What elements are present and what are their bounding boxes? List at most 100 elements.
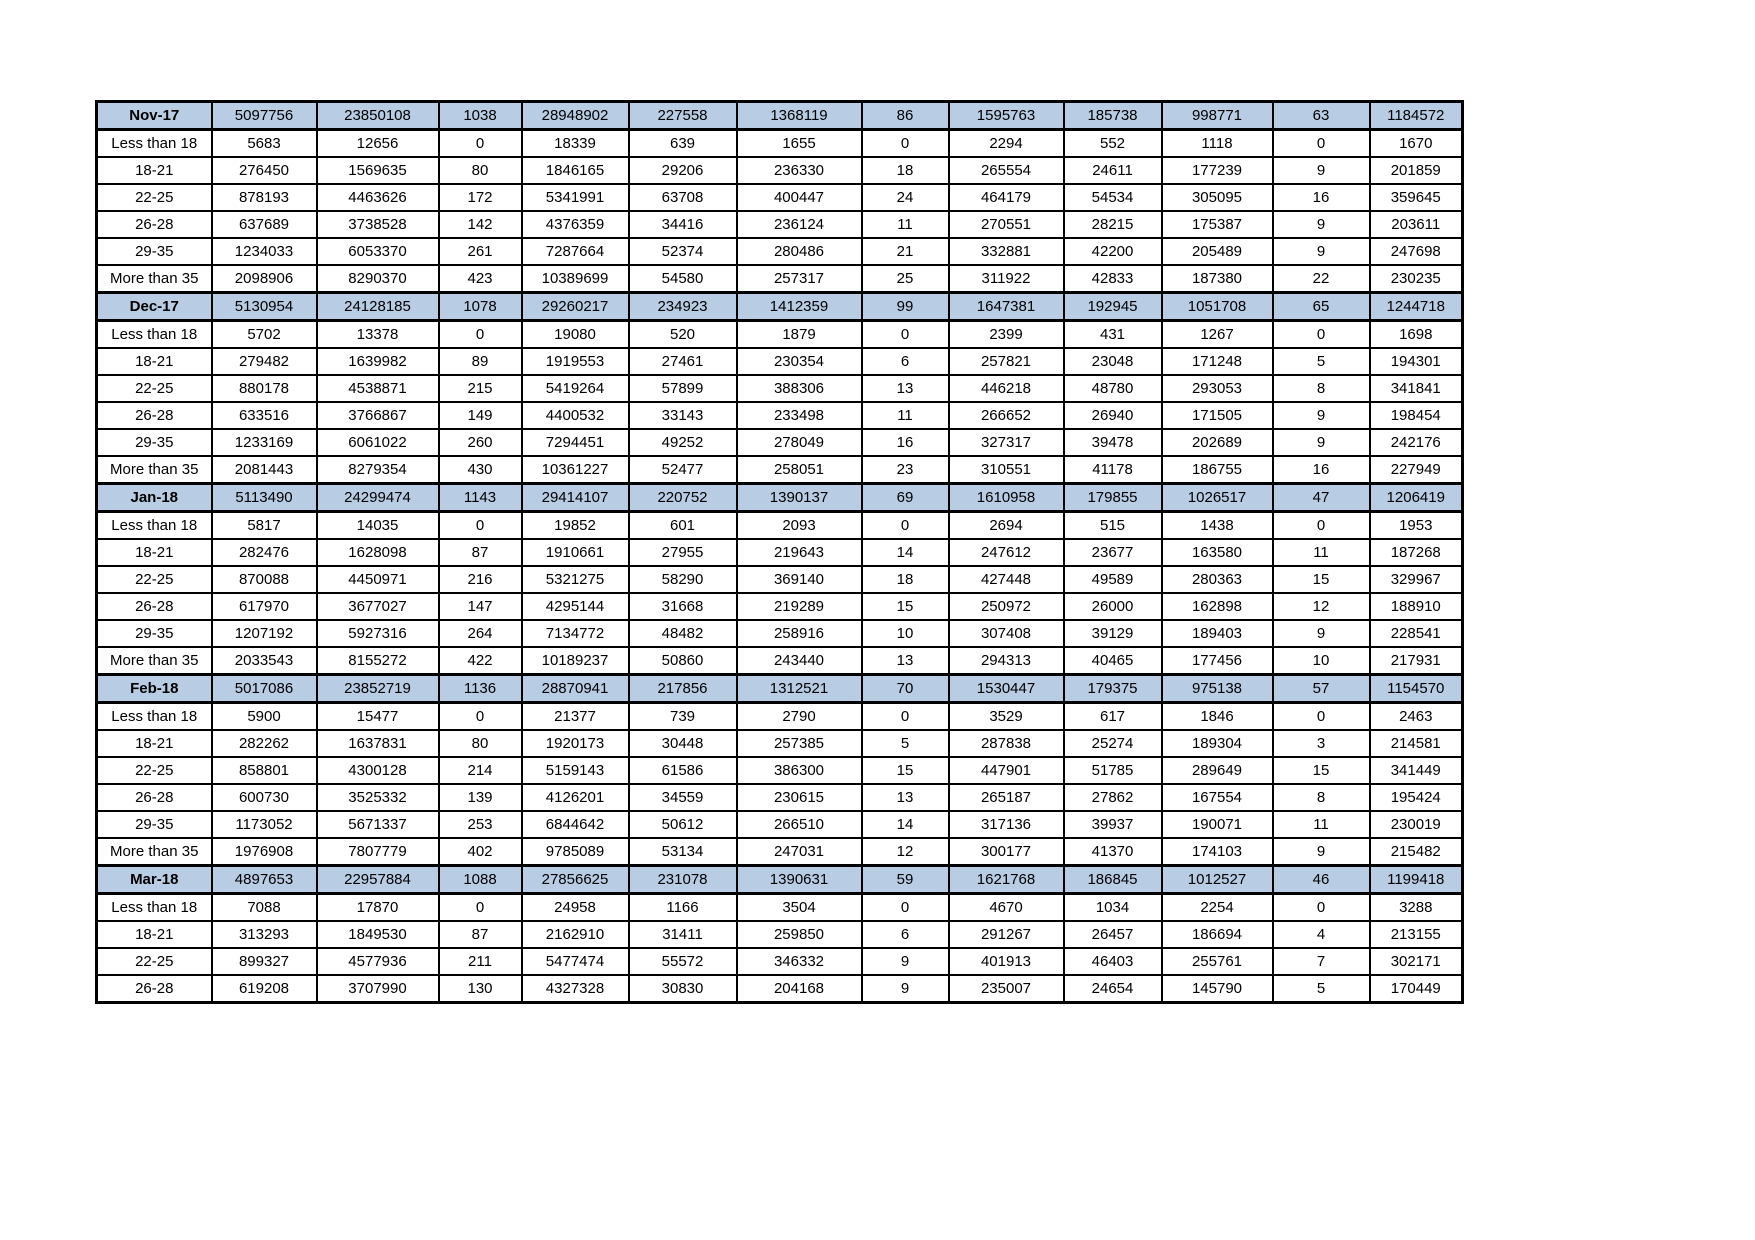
value-cell: 48780 (1062, 374, 1163, 403)
value-cell: 258916 (735, 619, 863, 648)
month-total-cell: 1595763 (947, 100, 1065, 131)
value-cell: 16 (860, 428, 950, 457)
month-total-cell: 1412359 (735, 291, 863, 322)
month-total-cell: 1184572 (1368, 100, 1464, 131)
value-cell: 0 (860, 128, 950, 158)
row-label-cell: 26-28 (95, 592, 213, 621)
value-cell: 261 (437, 237, 523, 266)
value-cell: 4376359 (520, 210, 630, 239)
value-cell: 0 (1271, 319, 1371, 349)
value-cell: 3525332 (315, 783, 440, 812)
value-cell: 186694 (1160, 920, 1274, 949)
month-total-cell: 24128185 (315, 291, 440, 322)
value-cell: 190071 (1160, 810, 1274, 839)
value-cell: 50860 (627, 646, 738, 676)
value-cell: 30448 (627, 729, 738, 758)
value-cell: 41178 (1062, 455, 1163, 485)
value-cell: 2033543 (210, 646, 318, 676)
value-cell: 217931 (1368, 646, 1464, 676)
value-cell: 422 (437, 646, 523, 676)
value-cell: 6844642 (520, 810, 630, 839)
value-cell: 195424 (1368, 783, 1464, 812)
value-cell: 1846165 (520, 156, 630, 185)
table-row: 22-25 870088 4450971 216 5321275 58290 369140 1… (95, 565, 1464, 594)
value-cell: 346332 (735, 947, 863, 976)
month-header-row: Jan-18 5113490 24299474 1143 29414107 220752 1… (95, 482, 1464, 513)
value-cell: 5341991 (520, 183, 630, 212)
value-cell: 63708 (627, 183, 738, 212)
row-label-cell: Less than 18 (95, 510, 213, 540)
value-cell: 1670 (1368, 128, 1464, 158)
month-total-cell: 4897653 (210, 864, 318, 895)
value-cell: 401913 (947, 947, 1065, 976)
month-total-cell: 186845 (1062, 864, 1163, 895)
value-cell: 4670 (947, 892, 1065, 922)
value-cell: 880178 (210, 374, 318, 403)
value-cell: 10 (1271, 646, 1371, 676)
month-total-cell: 1078 (437, 291, 523, 322)
value-cell: 250972 (947, 592, 1065, 621)
value-cell: 163580 (1160, 538, 1274, 567)
value-cell: 8 (1271, 783, 1371, 812)
row-label-cell: 26-28 (95, 974, 213, 1004)
value-cell: 18339 (520, 128, 630, 158)
value-cell: 870088 (210, 565, 318, 594)
value-cell: 14 (860, 538, 950, 567)
value-cell: 8290370 (315, 264, 440, 294)
value-cell: 3504 (735, 892, 863, 922)
value-cell: 8155272 (315, 646, 440, 676)
value-cell: 5817 (210, 510, 318, 540)
value-cell: 27862 (1062, 783, 1163, 812)
value-cell: 1438 (1160, 510, 1274, 540)
value-cell: 259850 (735, 920, 863, 949)
value-cell: 53134 (627, 837, 738, 867)
value-cell: 5 (860, 729, 950, 758)
month-header-row: Dec-17 5130954 24128185 1078 29260217 234923 1… (95, 291, 1464, 322)
value-cell: 12 (1271, 592, 1371, 621)
value-cell: 633516 (210, 401, 318, 430)
value-cell: 265187 (947, 783, 1065, 812)
table-row: Less than 18 5817 14035 0 19852 601 2093 0 2694 5… (95, 510, 1464, 540)
value-cell: 427448 (947, 565, 1065, 594)
row-label-cell: Less than 18 (95, 128, 213, 158)
row-label-cell: Less than 18 (95, 892, 213, 922)
value-cell: 341449 (1368, 756, 1464, 785)
value-cell: 213155 (1368, 920, 1464, 949)
value-cell: 171248 (1160, 347, 1274, 376)
value-cell: 19080 (520, 319, 630, 349)
value-cell: 265554 (947, 156, 1065, 185)
table-row: 29-35 1233169 6061022 260 7294451 49252 278049… (95, 428, 1464, 457)
value-cell: 7807779 (315, 837, 440, 867)
month-label-cell: Nov-17 (95, 100, 213, 131)
value-cell: 10361227 (520, 455, 630, 485)
value-cell: 1233169 (210, 428, 318, 457)
value-cell: 552 (1062, 128, 1163, 158)
value-cell: 55572 (627, 947, 738, 976)
month-total-cell: 1051708 (1160, 291, 1274, 322)
value-cell: 293053 (1160, 374, 1274, 403)
month-total-cell: 22957884 (315, 864, 440, 895)
value-cell: 12656 (315, 128, 440, 158)
value-cell: 1637831 (315, 729, 440, 758)
value-cell: 369140 (735, 565, 863, 594)
month-total-cell: 1012527 (1160, 864, 1274, 895)
value-cell: 228541 (1368, 619, 1464, 648)
value-cell: 0 (860, 892, 950, 922)
value-cell: 227949 (1368, 455, 1464, 485)
value-cell: 5927316 (315, 619, 440, 648)
row-label-cell: More than 35 (95, 264, 213, 294)
value-cell: 6 (860, 920, 950, 949)
value-cell: 175387 (1160, 210, 1274, 239)
value-cell: 214 (437, 756, 523, 785)
value-cell: 260 (437, 428, 523, 457)
month-total-cell: 179375 (1062, 673, 1163, 704)
row-label-cell: 29-35 (95, 237, 213, 266)
value-cell: 25 (860, 264, 950, 294)
value-cell: 9785089 (520, 837, 630, 867)
value-cell: 205489 (1160, 237, 1274, 266)
table-row: 26-28 600730 3525332 139 4126201 34559 230615 1… (95, 783, 1464, 812)
value-cell: 9 (860, 974, 950, 1004)
value-cell: 9 (1271, 428, 1371, 457)
month-total-cell: 1390631 (735, 864, 863, 895)
value-cell: 243440 (735, 646, 863, 676)
